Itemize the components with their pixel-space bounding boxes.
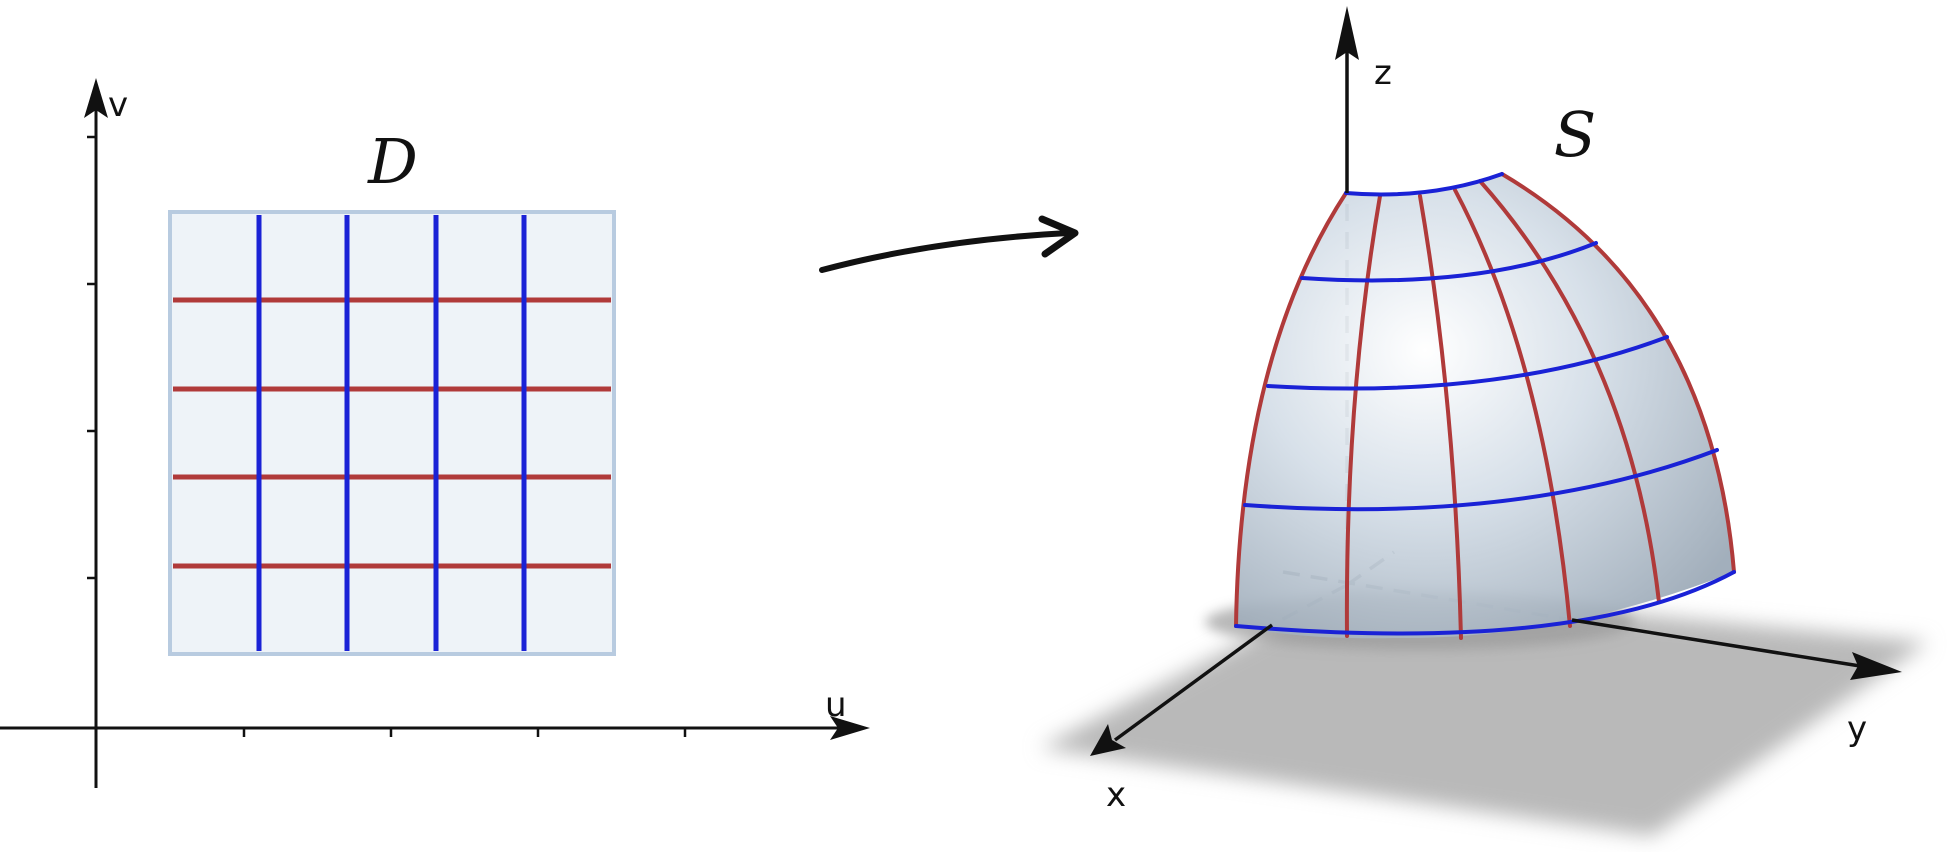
u-axis-label: u — [825, 685, 847, 725]
meridian-5 — [1478, 179, 1661, 604]
parallel-2 — [1300, 241, 1598, 283]
meridian-6 — [1500, 172, 1736, 574]
parallel-3 — [1266, 335, 1669, 391]
u-constant-lines — [256, 215, 527, 651]
mapping-arrow — [819, 215, 1079, 273]
y-axis — [1571, 618, 1861, 668]
floor-plane — [1040, 587, 1928, 836]
parallel-4 — [1243, 448, 1719, 512]
v-axis-ticks — [87, 135, 96, 580]
domain-plot: u v D — [0, 78, 870, 788]
y-axis-arrowhead — [1850, 652, 1902, 680]
region-d-label: D — [367, 125, 418, 198]
parallel-bottom — [1234, 570, 1736, 636]
surface-s — [1236, 174, 1734, 639]
surface-axes: z x y — [1090, 6, 1902, 815]
domain-axes: u v — [0, 78, 870, 788]
y-axis-label: y — [1847, 709, 1867, 749]
meridian-3 — [1418, 194, 1463, 640]
u-axis-ticks — [242, 728, 687, 737]
x-axis-arrowhead — [1090, 724, 1126, 756]
z-axis-arrowhead — [1335, 6, 1359, 60]
meridian-1 — [1234, 191, 1348, 628]
surface-s-label: S — [1554, 98, 1596, 171]
v-axis-arrowhead — [84, 78, 108, 118]
parallel-curves — [1234, 172, 1736, 636]
meridian-4 — [1453, 188, 1572, 628]
v-axis-label: v — [108, 85, 128, 125]
x-axis-label: x — [1106, 775, 1126, 815]
meridian-curves — [1234, 172, 1736, 640]
v-constant-lines — [173, 297, 611, 569]
meridian-2 — [1344, 194, 1382, 638]
region-d: D — [168, 125, 616, 656]
surface-plot: z x y S — [1040, 6, 1928, 836]
region-d-rect — [168, 210, 616, 656]
z-axis-label: z — [1374, 53, 1392, 93]
u-axis-arrowhead — [830, 716, 870, 740]
x-axis — [1113, 623, 1274, 742]
parallel-top — [1344, 172, 1504, 197]
